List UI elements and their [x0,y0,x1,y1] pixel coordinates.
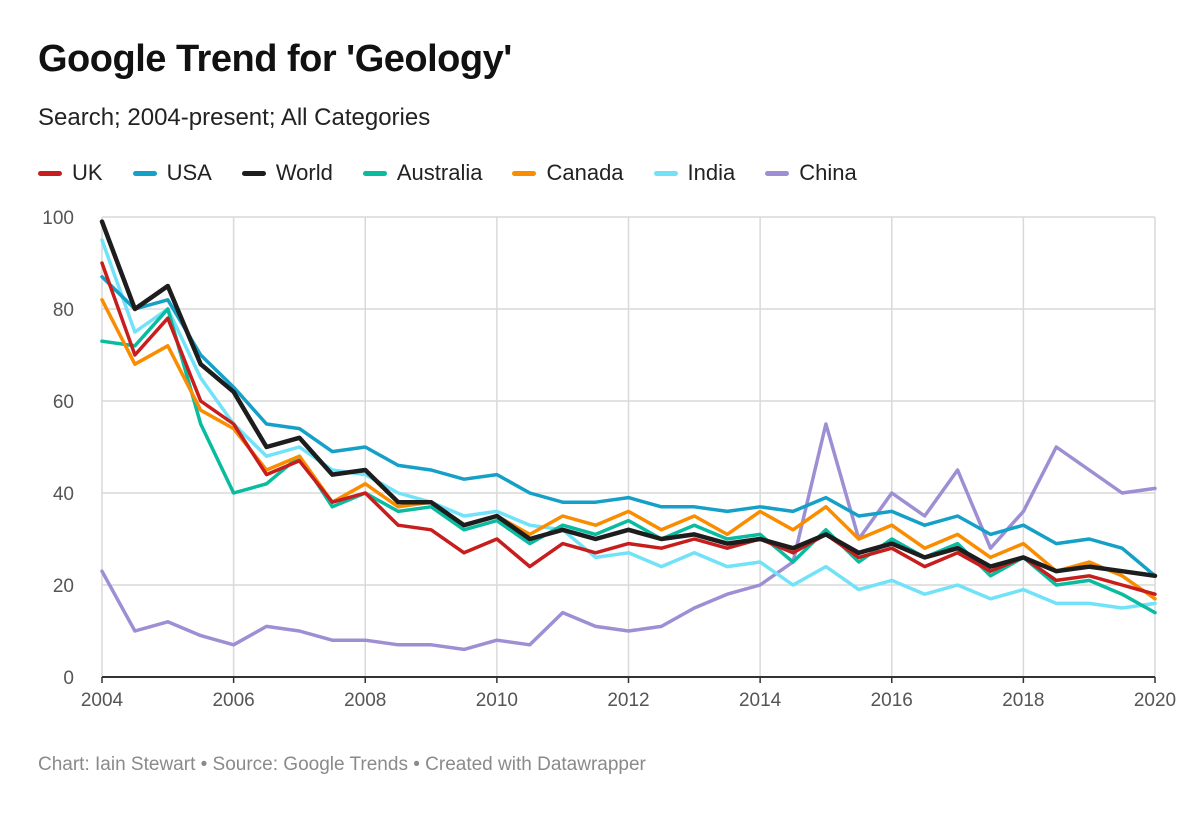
x-tick-label-2004: 2004 [81,690,124,711]
legend-swatch-uk [38,170,62,176]
legend-item-india: India [653,160,736,186]
series-line-india [100,238,1157,610]
y-tick-label-20: 20 [53,576,74,597]
y-tick-label-80: 80 [53,300,74,321]
chart-title: Google Trend for 'Geology' [38,38,512,80]
x-tick-label-2016: 2016 [871,690,913,711]
series-line-world [99,219,1158,579]
legend-item-canada: Canada [512,160,624,186]
legend-swatch-usa [132,170,157,176]
legend-swatch-canada [512,170,537,176]
series-line-canada [100,298,1157,601]
x-tick-label-2020: 2020 [1134,690,1176,711]
legend-item-uk: UK [38,160,103,186]
legend-label-china: China [799,160,857,185]
series-line-china [100,422,1157,652]
legend-swatch-world [241,170,266,176]
legend-item-australia: Australia [362,160,483,186]
x-tick-label-2010: 2010 [476,690,518,711]
legend-label-india: India [687,160,736,185]
legend-label-usa: USA [166,160,212,185]
x-tick-label-2012: 2012 [607,690,649,711]
legend: UK USA World Australia Canada India Chin… [38,160,887,186]
legend-swatch-india [653,170,678,176]
series-line-usa [100,275,1157,578]
legend-label-uk: UK [72,160,103,185]
chart-subtitle: Search; 2004-present; All Categories [38,104,431,131]
legend-label-world: World [275,160,333,185]
y-tick-label-60: 60 [53,392,74,413]
chart-footer: Chart: Iain Stewart • Source: Google Tre… [38,754,646,775]
legend-item-china: China [765,160,857,186]
legend-item-usa: USA [132,160,212,186]
legend-label-australia: Australia [396,160,483,185]
y-tick-label-100: 100 [42,208,74,229]
x-tick-label-2018: 2018 [1002,690,1044,711]
series-line-uk [100,261,1157,596]
x-tick-label-2008: 2008 [344,690,386,711]
y-tick-label-40: 40 [53,484,74,505]
x-tick-label-2006: 2006 [212,690,254,711]
legend-label-canada: Canada [546,160,624,185]
y-tick-label-0: 0 [63,668,74,689]
legend-swatch-china [765,170,790,176]
legend-item-world: World [241,160,333,186]
x-tick-label-2014: 2014 [739,690,782,711]
legend-swatch-australia [362,170,387,176]
